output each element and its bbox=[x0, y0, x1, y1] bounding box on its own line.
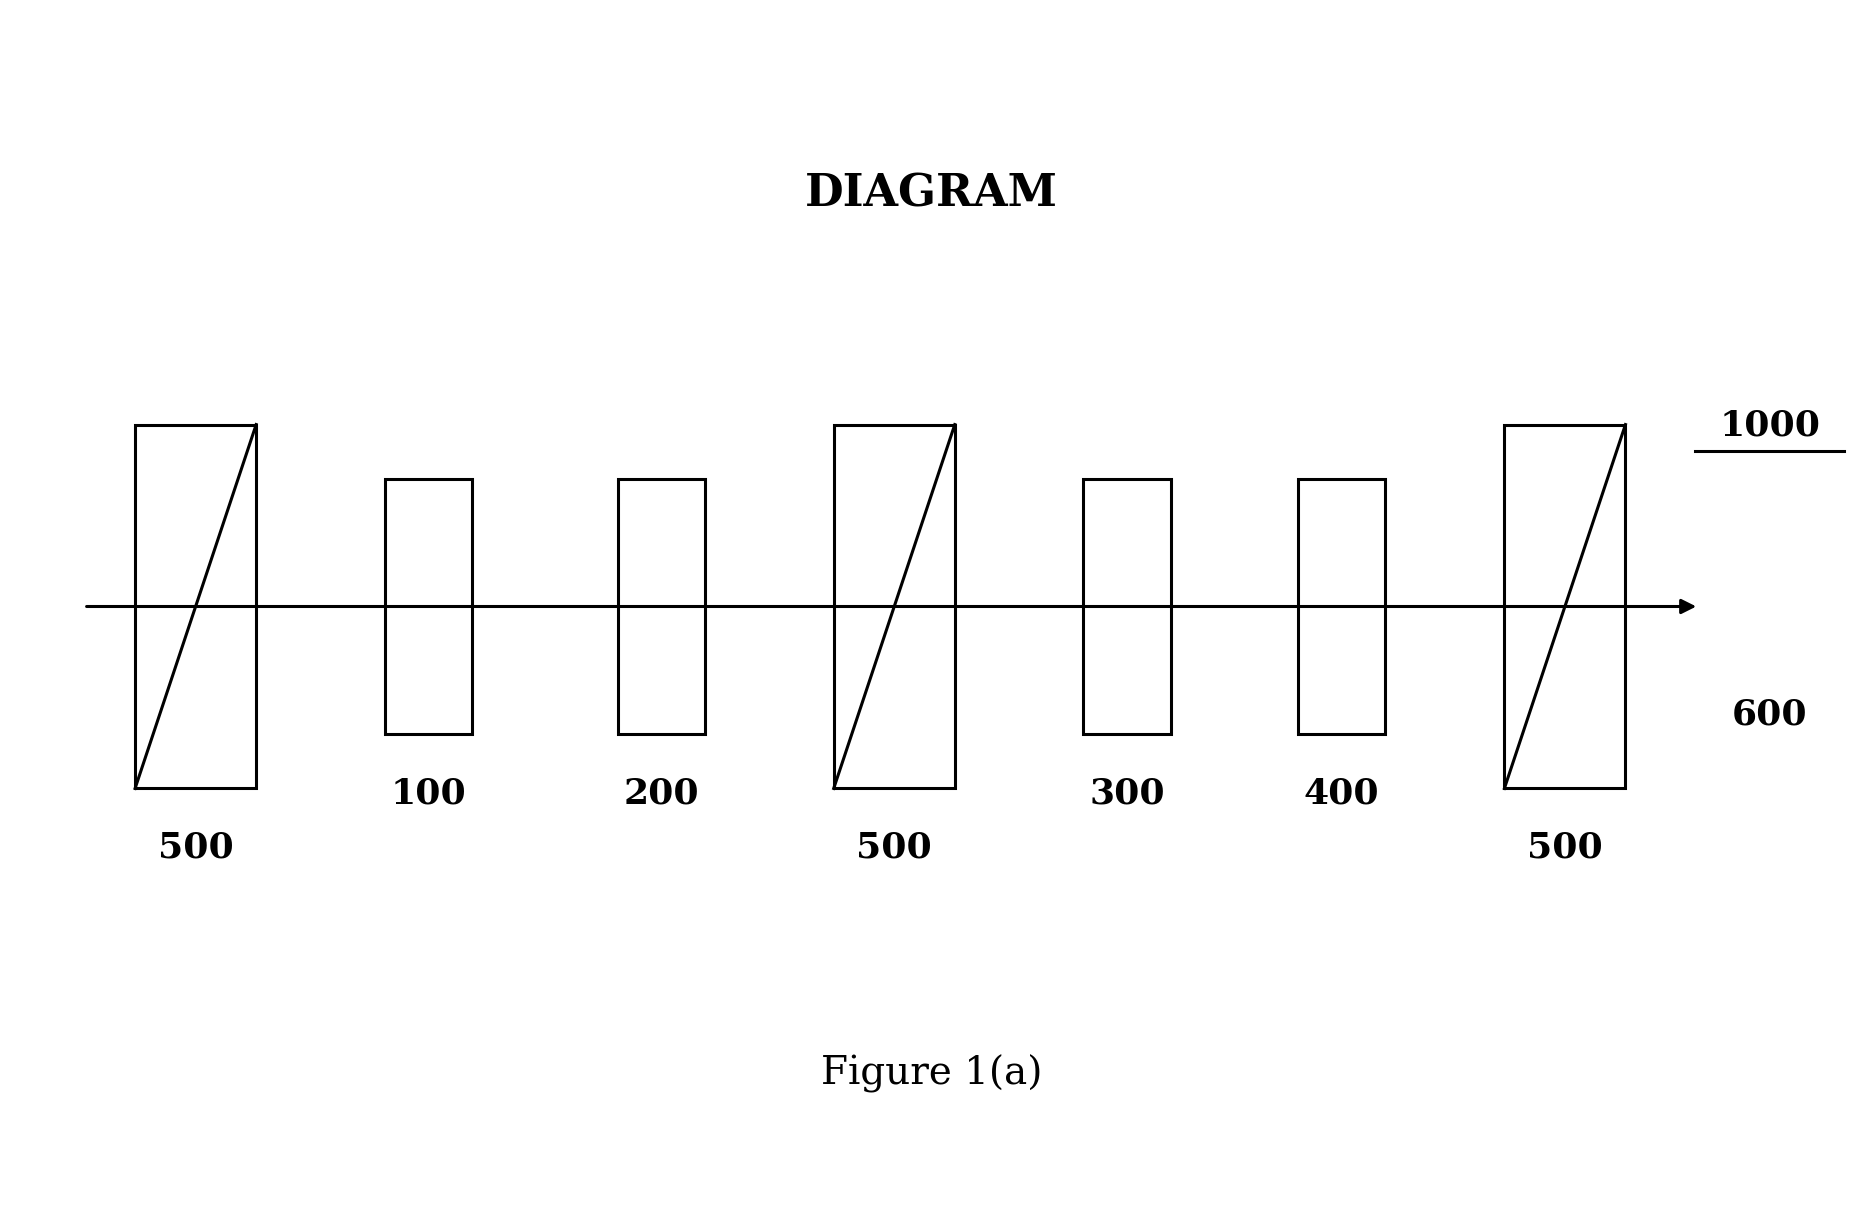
Text: DIAGRAM: DIAGRAM bbox=[805, 172, 1058, 216]
Text: 200: 200 bbox=[624, 776, 699, 810]
Text: Figure 1(a): Figure 1(a) bbox=[822, 1054, 1041, 1093]
Text: 500: 500 bbox=[158, 831, 233, 865]
Text: 600: 600 bbox=[1733, 697, 1807, 731]
Text: 400: 400 bbox=[1304, 776, 1379, 810]
Text: 500: 500 bbox=[1528, 831, 1602, 865]
Text: 100: 100 bbox=[391, 776, 466, 810]
Text: 300: 300 bbox=[1090, 776, 1164, 810]
Text: 1000: 1000 bbox=[1720, 409, 1820, 443]
Text: 500: 500 bbox=[857, 831, 932, 865]
